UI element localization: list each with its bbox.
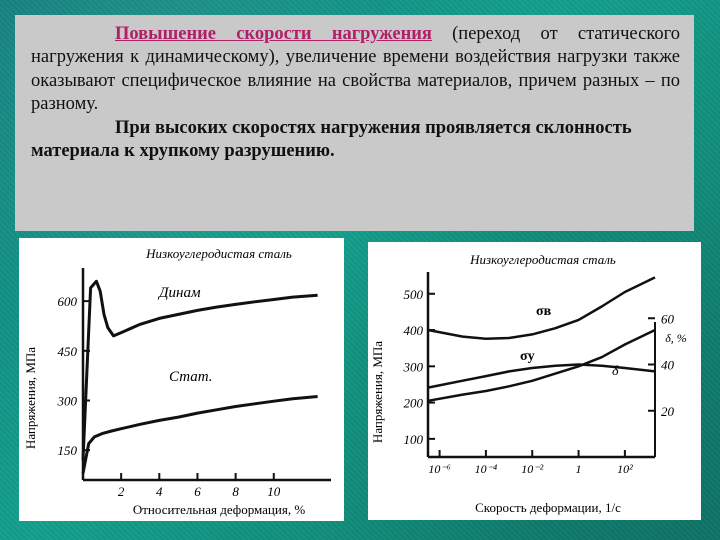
chart-2-ylabel: Напряжения, МПа bbox=[370, 341, 385, 443]
chart-2-y2-tick-label: 40 bbox=[661, 358, 675, 373]
chart-1-x-tick-label: 4 bbox=[156, 484, 163, 499]
chart-2-y2-tick-label: 60 bbox=[661, 311, 675, 326]
chart-1-x-tick-label: 2 bbox=[118, 484, 125, 499]
chart-2-x-tick-label: 10⁻⁴ bbox=[475, 462, 498, 476]
chart-strain-rate-svg: Низкоуглеродистая сталь Напряжения, МПа … bbox=[370, 252, 687, 515]
chart-2-series-line-yield bbox=[427, 328, 656, 403]
chart-1-y-tick-label: 150 bbox=[58, 443, 78, 458]
chart-2-y-tick-label: 200 bbox=[404, 396, 424, 411]
chart-2-y2label: δ, % bbox=[665, 331, 687, 345]
chart-2-series-label-uts: σв bbox=[536, 304, 552, 319]
chart-1-series-line-static bbox=[81, 395, 318, 474]
chart-strain-svg: Низкоуглеродистая сталь Напряжения, МПа … bbox=[23, 246, 331, 517]
chart-2-xlabel: Скорость деформации, 1/c bbox=[475, 500, 621, 515]
chart-1-series-label-dynamic: Динам bbox=[157, 285, 201, 301]
chart-1-xlabel: Относительная деформация, % bbox=[133, 502, 305, 517]
chart-1-x-tick-label: 10 bbox=[267, 484, 281, 499]
slide-title: Повышение скорости нагружения bbox=[115, 24, 432, 44]
chart-strain: Низкоуглеродистая сталь Напряжения, МПа … bbox=[19, 238, 344, 521]
paragraph-1: Повышение скорости нагружения (переход о… bbox=[31, 23, 680, 117]
chart-1-title: Низкоуглеродистая сталь bbox=[145, 246, 292, 261]
chart-strain-rate: Низкоуглеродистая сталь Напряжения, МПа … bbox=[368, 242, 701, 520]
chart-1-y-tick-label: 600 bbox=[58, 294, 78, 309]
chart-2-title: Низкоуглеродистая сталь bbox=[469, 252, 616, 267]
chart-1-series-label-static: Стат. bbox=[169, 369, 213, 385]
chart-2-y2-tick-label: 20 bbox=[661, 404, 675, 419]
chart-1-y-tick-label: 300 bbox=[57, 394, 78, 409]
chart-2-x-tick-label: 1 bbox=[576, 462, 582, 476]
chart-2-y-tick-label: 100 bbox=[404, 432, 424, 447]
chart-1-x-tick-label: 6 bbox=[194, 484, 201, 499]
chart-2-series-line-elongation bbox=[427, 363, 656, 389]
chart-2-x-tick-label: 10² bbox=[617, 462, 633, 476]
chart-1-ylabel: Напряжения, МПа bbox=[23, 347, 38, 449]
chart-1-x-tick-label: 8 bbox=[232, 484, 239, 499]
chart-2-series-label-yield: σу bbox=[520, 349, 535, 364]
chart-2-x-tick-label: 10⁻² bbox=[521, 462, 543, 476]
paragraph-1-rest: (переход от статического нагружения к ди… bbox=[31, 24, 680, 115]
chart-2-series-label-elongation: δ bbox=[612, 364, 619, 379]
paragraph-2: При высоких скоростях нагружения проявля… bbox=[31, 117, 632, 162]
chart-2-y-tick-label: 300 bbox=[403, 359, 424, 374]
chart-2-y-tick-label: 400 bbox=[404, 323, 424, 338]
chart-2-y-tick-label: 500 bbox=[404, 287, 424, 302]
chart-2-series-line-uts bbox=[427, 276, 656, 340]
text-panel: Повышение скорости нагружения (переход о… bbox=[15, 15, 694, 231]
chart-1-series-line-dynamic bbox=[81, 279, 318, 461]
chart-1-y-tick-label: 450 bbox=[58, 344, 78, 359]
chart-2-x-tick-label: 10⁻⁶ bbox=[428, 462, 451, 476]
